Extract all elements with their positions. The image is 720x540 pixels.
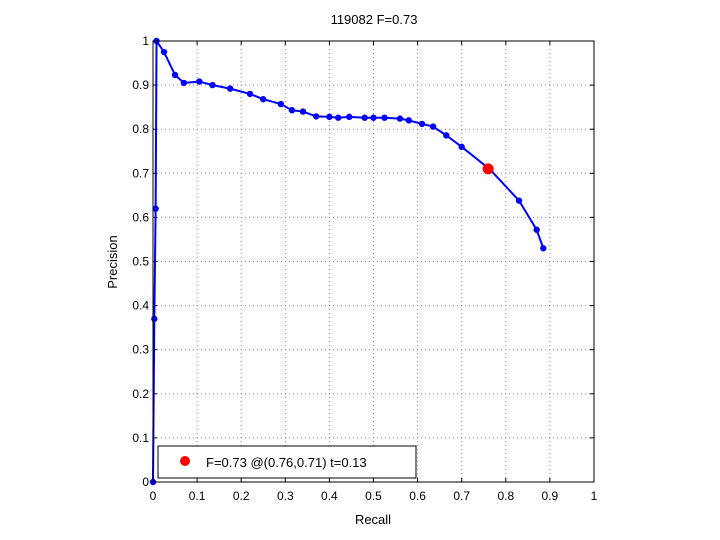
pr-curve-point <box>370 114 377 121</box>
y-tick-label: 0.2 <box>132 387 149 401</box>
legend-label: F=0.73 @(0.76,0.71) t=0.13 <box>206 455 367 470</box>
pr-curve-line <box>152 40 545 483</box>
y-tick-label: 0.3 <box>132 343 149 357</box>
y-tick-label: 0.9 <box>132 78 149 92</box>
x-tick-label: 0.2 <box>233 489 250 503</box>
y-tick-label: 1 <box>142 34 149 48</box>
pr-curve-point <box>533 226 540 233</box>
pr-curve-point <box>180 79 188 87</box>
pr-curve-point <box>515 197 523 204</box>
x-tick-label: 0.8 <box>497 489 514 503</box>
pr-curve-point <box>326 113 333 121</box>
pr-curve-point <box>171 71 179 79</box>
series-layer <box>149 37 547 486</box>
pr-curve-point <box>458 143 465 151</box>
x-tick-label: 0.5 <box>365 489 382 503</box>
pr-curve-point <box>288 107 296 114</box>
pr-curve-point <box>443 132 450 139</box>
pr-curve-point <box>299 108 307 115</box>
pr-curve-point <box>196 78 203 85</box>
y-tick-label: 0 <box>142 475 149 489</box>
y-tick-label: 0.5 <box>132 255 149 269</box>
x-tick-label: 0.9 <box>542 489 559 503</box>
x-axis-label: Recall <box>355 512 391 527</box>
x-tick-label: 1 <box>591 489 598 503</box>
pr-curve-point <box>260 96 267 103</box>
pr-curve-point <box>396 115 404 122</box>
pr-curve-point <box>226 85 234 92</box>
pr-curve-point <box>381 114 388 121</box>
x-tick-label: 0.4 <box>321 489 338 503</box>
pr-curve-point <box>246 90 254 98</box>
x-tick-label: 0 <box>150 489 157 503</box>
pr-curve-point <box>540 245 547 252</box>
legend-marker <box>180 456 190 466</box>
axis-ticks: 0 0.1 0.2 0.3 0.4 0.5 0.6 0.7 0.8 0.9 1 0 0.1 0.2 0.3 0… <box>132 34 597 503</box>
x-tick-label: 0.6 <box>409 489 426 503</box>
grid-lines <box>153 41 594 482</box>
pr-curve-point <box>312 113 320 120</box>
pr-curve-point <box>429 123 437 130</box>
legend: F=0.73 @(0.76,0.71) t=0.13 <box>157 445 417 479</box>
pr-curve-point <box>277 100 285 108</box>
pr-curve-point <box>418 120 426 128</box>
pr-curve-point <box>160 48 168 56</box>
pr-curve-point <box>151 315 158 323</box>
pr-curve-point <box>209 81 216 89</box>
plot-frame <box>152 40 595 483</box>
y-tick-label: 0.6 <box>132 210 149 224</box>
y-tick-label: 0.1 <box>132 431 149 445</box>
pr-curve-point <box>335 114 342 121</box>
x-tick-label: 0.1 <box>189 489 206 503</box>
pr-curve-point <box>346 113 353 121</box>
y-tick-label: 0.4 <box>132 299 149 313</box>
pr-curve-point <box>361 114 368 121</box>
y-axis-label: Precision <box>105 235 120 288</box>
x-tick-label: 0.7 <box>453 489 470 503</box>
legend-box <box>157 445 417 479</box>
chart-title: 119082 F=0.73 <box>331 12 418 27</box>
pr-curve-point <box>405 117 412 124</box>
x-tick-label: 0.3 <box>277 489 294 503</box>
y-tick-label: 0.7 <box>132 166 149 180</box>
y-tick-label: 0.8 <box>132 122 149 136</box>
pr-curve-point <box>152 205 159 212</box>
best-f-point <box>482 163 494 175</box>
